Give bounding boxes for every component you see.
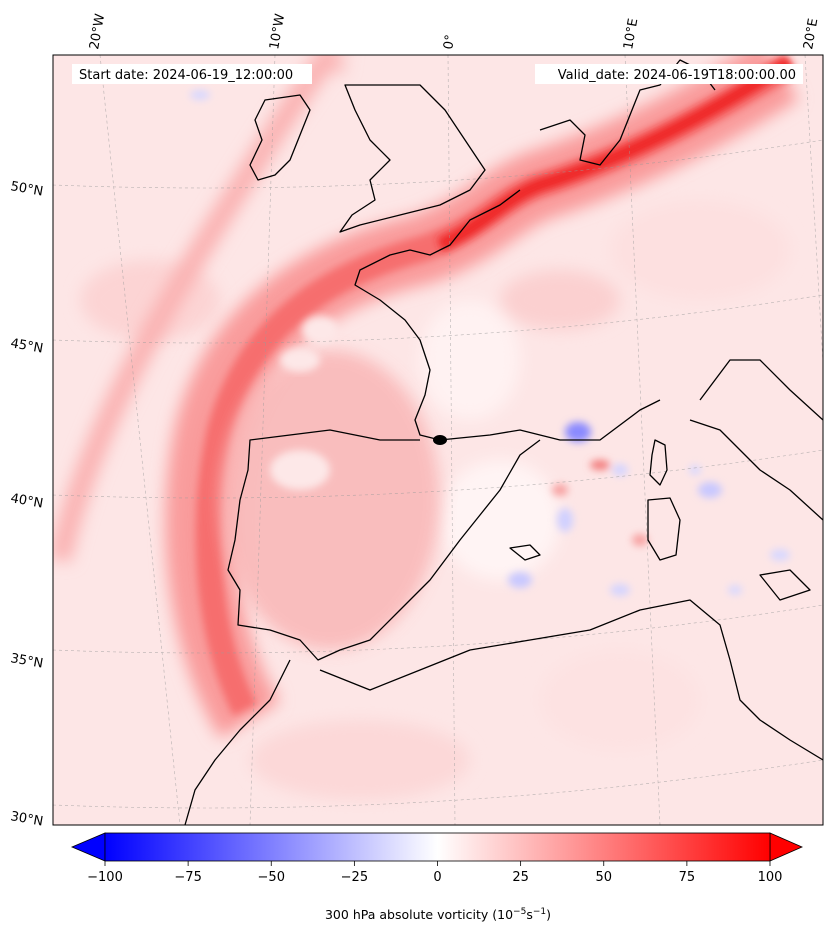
lat-label-45n: 45°N: [9, 336, 44, 356]
colorbar-title-exp2: −1: [533, 907, 546, 917]
colorbar-title-end: ): [546, 907, 551, 922]
lat-label-40n: 40°N: [9, 491, 44, 511]
lat-label-35n: 35°N: [9, 651, 44, 671]
start-date-box: [72, 64, 312, 84]
colorbar-tick-label: 100: [758, 870, 783, 885]
lon-label-20e: 20°E: [801, 17, 821, 50]
colorbar-min-extend: [70, 832, 106, 862]
colorbar-tick-label: 75: [679, 870, 696, 885]
colorbar-tick-label: 25: [512, 870, 529, 885]
lon-label-0: 0°: [441, 34, 458, 51]
colorbar: −100 −75 −50 −25 0 25 50 75 100 300 hPa absolute…: [70, 832, 803, 922]
valid-date-box: [535, 64, 803, 84]
negative-vorticity-cells: [190, 90, 790, 596]
colorbar-tick-label: 50: [595, 870, 612, 885]
main-vorticity-band: [165, 55, 799, 739]
lon-label-10w: 10°W: [267, 13, 288, 51]
lon-label-20w: 20°W: [87, 13, 108, 51]
colorbar-title-mid: s: [526, 907, 533, 922]
map-panel: [53, 55, 823, 825]
lat-label-30n: 30°N: [9, 809, 44, 829]
colorbar-tick-label: 0: [433, 870, 441, 885]
colorbar-title-exp1: −5: [513, 907, 526, 917]
map-frame: [52, 54, 824, 826]
lat-label-50n: 50°N: [9, 179, 44, 199]
coastlines: [184, 59, 823, 825]
colorbar-gradient: [104, 832, 771, 862]
valid-date-label: Valid_date: 2024-06-19T18:00:00.00: [558, 68, 796, 83]
colorbar-tick-label: −25: [341, 870, 368, 885]
start-date-label: Start date: 2024-06-19_12:00:00: [79, 68, 293, 83]
lon-label-10e: 10°E: [621, 17, 641, 50]
colorbar-tick-label: −100: [87, 870, 123, 885]
location-marker: [433, 435, 447, 445]
background-texture: [80, 200, 790, 800]
graticule: [53, 55, 823, 825]
colorbar-title-main: 300 hPa absolute vorticity (10: [325, 907, 513, 922]
colorbar-tick-label: −75: [174, 870, 201, 885]
colorbar-tick-label: −50: [258, 870, 285, 885]
colorbar-ticks: −100 −75 −50 −25 0 25 50 75 100: [87, 861, 782, 885]
colorbar-max-extend: [769, 832, 803, 862]
colorbar-title: 300 hPa absolute vorticity (10−5s−1): [325, 907, 551, 922]
